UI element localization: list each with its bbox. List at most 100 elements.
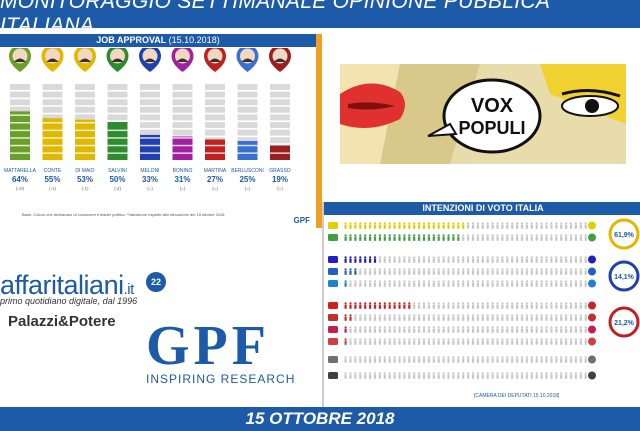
value-label: 55%	[44, 175, 60, 184]
change-label: (=)	[180, 186, 186, 191]
bar-background-segment	[237, 106, 258, 113]
affaritaliani-tagline: primo quotidiano digitale, dal 1996	[0, 296, 138, 306]
vox-populi-illustration: VOX POPULI	[340, 64, 626, 164]
category-label: MELONI	[140, 168, 159, 174]
bar-background-segment	[205, 91, 225, 98]
value-label: 50%	[109, 175, 125, 184]
footer-date: 15 OTTOBRE 2018	[245, 409, 395, 428]
approval-bar	[42, 118, 63, 160]
footer-bar: 15 OTTOBRE 2018	[0, 407, 640, 431]
value-label: 33%	[142, 175, 158, 184]
party-logo	[328, 314, 338, 321]
bar-background-segment	[237, 122, 258, 128]
palazzi-potere-logo: Palazzi&Potere	[8, 313, 116, 330]
bar-background-segment	[172, 106, 193, 113]
change-label: (-2)	[114, 186, 121, 191]
bar-background-segment	[270, 84, 290, 90]
change-label: (=)	[147, 186, 153, 191]
category-label: MATTARELLA	[4, 168, 37, 174]
bar-background-segment	[107, 99, 128, 106]
affaritaliani-tld: .it	[123, 281, 135, 298]
party-logo	[328, 268, 338, 275]
value-label: 19%	[272, 175, 288, 184]
portrait-pin	[74, 48, 96, 72]
bar-background-segment	[237, 84, 258, 90]
voting-intentions-title: INTENZIONI DI VOTO ITALIA	[324, 202, 640, 215]
vote-row	[328, 233, 596, 242]
bar-background-segment	[10, 84, 30, 90]
bar-background-segment	[107, 84, 128, 90]
seat-dot	[588, 301, 596, 310]
affaritaliani-logo: affaritaliani.it	[0, 270, 134, 301]
party-logo	[328, 372, 338, 379]
portrait-pin	[9, 48, 31, 72]
approval-bar	[205, 139, 225, 160]
page-title: MONITORAGGIO SETTIMANALE OPINIONE PUBBLI…	[0, 0, 550, 37]
voting-intentions-chart: 61,9% 14,1% 21,2%	[328, 218, 640, 380]
bar-background-segment	[237, 129, 258, 136]
bar-background-segment	[75, 84, 95, 90]
bar-background-segment	[172, 122, 193, 128]
bar-background-segment	[270, 114, 290, 121]
anniversary-badge: 22	[146, 272, 166, 292]
approval-bar	[75, 119, 95, 160]
bar-background-segment	[237, 99, 258, 106]
bar-background-segment	[42, 99, 63, 106]
bar-background-segment	[42, 84, 63, 90]
affaritaliani-name: affaritaliani	[0, 270, 124, 300]
value-label: 64%	[12, 175, 28, 184]
bar-background-segment	[140, 106, 160, 113]
vox-populi-art: VOX POPULI	[340, 64, 626, 164]
portrait-pin	[204, 48, 226, 72]
change-label: (=0)	[16, 186, 25, 191]
bar-background-segment	[172, 114, 193, 121]
change-label: (-1)	[49, 186, 56, 191]
vote-row	[328, 337, 596, 346]
portrait-pin	[171, 48, 194, 72]
party-logo	[328, 338, 338, 345]
bar-background-segment	[270, 106, 290, 113]
value-label: 53%	[77, 175, 93, 184]
portrait-pin	[139, 48, 161, 72]
bar-background-segment	[205, 84, 225, 90]
bar-background-segment	[75, 91, 95, 98]
job-approval-title-text: JOB APPROVAL	[96, 35, 167, 45]
bar-background-segment	[205, 129, 225, 136]
change-label: (=)	[245, 186, 251, 191]
bar-background-segment	[10, 91, 30, 98]
bar-background-segment	[270, 129, 290, 136]
bar-background-segment	[172, 129, 193, 136]
bar-background-segment	[10, 99, 30, 106]
change-label: (-1)	[82, 186, 89, 191]
value-label: 27%	[207, 175, 223, 184]
value-label: 25%	[239, 175, 255, 184]
category-label: BERLUSCONI	[231, 168, 264, 174]
value-label: 31%	[174, 175, 190, 184]
category-label: CONTE	[44, 168, 62, 174]
party-logo	[328, 302, 338, 309]
seat-dot	[588, 267, 596, 276]
portrait-pin	[236, 48, 259, 72]
vote-row	[328, 279, 596, 288]
approval-bar	[107, 122, 128, 160]
category-label: BONINO	[173, 168, 193, 174]
bar-background-segment	[270, 122, 290, 128]
coalition-bubble: 14,1%	[608, 260, 640, 292]
category-label: MARTINA	[204, 168, 227, 174]
approval-bar	[10, 111, 30, 160]
bar-background-segment	[140, 91, 160, 98]
bar-background-segment	[237, 91, 258, 98]
coalition-bubble: 61,9%	[608, 218, 640, 250]
portrait-pin	[41, 48, 64, 72]
seat-dot	[588, 279, 596, 288]
speech-bubble-shape	[442, 78, 542, 154]
bar-background-segment	[270, 99, 290, 106]
vote-row	[328, 355, 596, 364]
job-approval-logo: GPF	[293, 216, 310, 225]
vote-row	[328, 313, 596, 322]
change-label: (=)	[277, 186, 283, 191]
seat-dot	[588, 337, 596, 346]
coalition-label: 61,9%	[614, 232, 635, 239]
category-label: DI MAIO	[75, 168, 94, 174]
seat-dot	[588, 255, 596, 264]
